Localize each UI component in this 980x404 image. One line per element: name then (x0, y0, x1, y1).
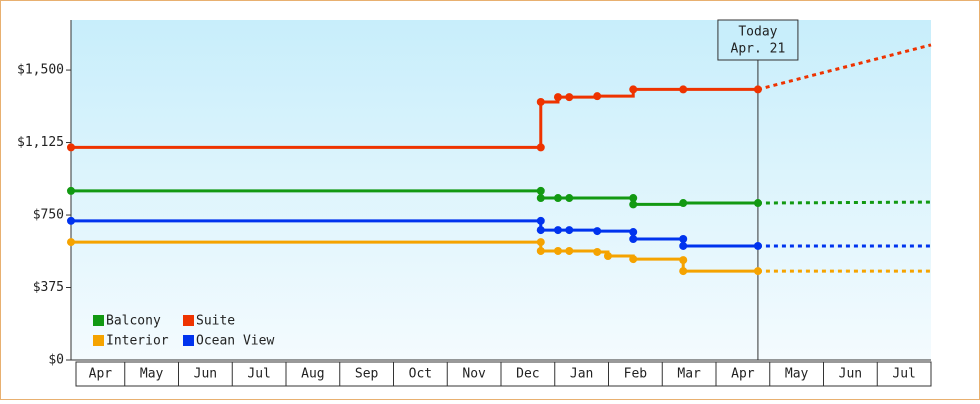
price-point (536, 226, 545, 235)
y-tick-label: $1,500 (17, 63, 64, 78)
price-point (536, 216, 545, 225)
price-point (553, 93, 562, 102)
x-tick-label: Mar (677, 367, 701, 382)
price-point (565, 194, 574, 203)
y-tick-label: $375 (33, 280, 64, 295)
x-tick-label: Apr (731, 367, 755, 382)
x-tick-label: Jan (570, 367, 593, 382)
price-point (679, 85, 688, 94)
x-tick-label: Dec (516, 367, 539, 382)
price-point (603, 252, 612, 261)
legend-label: Suite (196, 314, 235, 329)
x-tick-label: Jul (247, 367, 270, 382)
price-point (553, 194, 562, 203)
price-point (536, 97, 545, 106)
price-point (753, 267, 762, 276)
price-point (67, 216, 75, 225)
price-point (593, 247, 602, 256)
legend-label: Balcony (106, 314, 161, 329)
price-point (565, 226, 574, 235)
today-date: Apr. 21 (731, 42, 786, 57)
price-point (629, 228, 638, 237)
y-tick-label: $750 (33, 208, 64, 223)
price-point (679, 234, 688, 243)
x-tick-label: Oct (409, 367, 432, 382)
legend-swatch (93, 335, 104, 346)
price-line (71, 87, 758, 149)
price-point (679, 256, 688, 265)
legend-swatch (93, 315, 104, 326)
x-tick-label: Sep (355, 367, 379, 382)
x-tick-label: Apr (89, 367, 113, 382)
projection-line (757, 43, 932, 91)
price-point (565, 246, 574, 255)
x-tick-label: Jul (892, 367, 915, 382)
price-point (753, 241, 762, 250)
price-point (679, 199, 688, 208)
today-box (717, 19, 799, 61)
y-tick-label: $1,125 (17, 135, 64, 150)
price-point (593, 227, 602, 236)
price-point (593, 92, 602, 101)
x-tick-label: May (140, 367, 164, 382)
price-point (629, 200, 638, 209)
price-point (536, 143, 545, 152)
x-tick-label: Aug (301, 367, 324, 382)
legend-label: Interior (106, 334, 169, 349)
price-point (536, 194, 545, 203)
price-point (67, 186, 75, 195)
x-tick-label: Nov (462, 367, 486, 382)
price-point (536, 238, 545, 247)
price-point (565, 93, 574, 102)
price-point (553, 226, 562, 235)
price-point (753, 85, 762, 94)
price-point (679, 267, 688, 276)
x-tick-label: May (785, 367, 809, 382)
price-point (629, 85, 638, 94)
legend-swatch (183, 335, 194, 346)
price-point (679, 241, 688, 250)
price-point (753, 199, 762, 208)
x-tick-label: Jun (839, 367, 862, 382)
price-point (553, 246, 562, 255)
x-tick-label: Feb (624, 367, 648, 382)
price-point (629, 255, 638, 264)
x-tick-label: Jun (194, 367, 217, 382)
price-point (629, 194, 638, 203)
legend-swatch (183, 315, 194, 326)
price-point (536, 186, 545, 195)
x-axis-band (75, 361, 932, 387)
price-point (67, 238, 75, 247)
legend-label: Ocean View (196, 334, 274, 349)
today-label: Today (738, 25, 777, 40)
price-point (67, 143, 75, 152)
y-tick-label: $0 (48, 353, 64, 368)
projection-line (757, 200, 932, 205)
price-point (536, 246, 545, 255)
price-point (629, 234, 638, 243)
